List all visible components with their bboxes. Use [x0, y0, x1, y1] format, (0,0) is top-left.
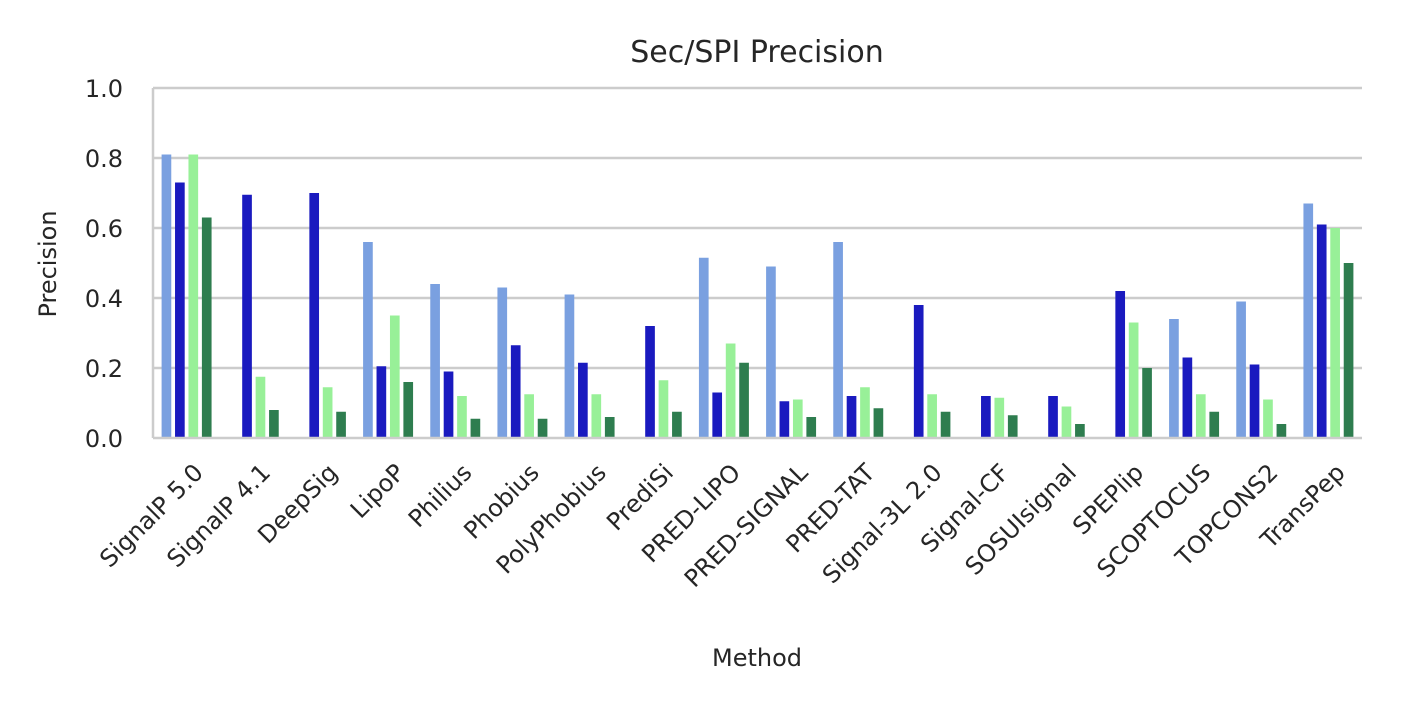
bar-signalp-4-1-series-2 [242, 194, 252, 438]
y-tick-label: 0.8 [85, 145, 123, 173]
bar-scoptocus-series-4 [1209, 411, 1220, 438]
bar-lipop-series-2 [376, 366, 387, 438]
y-tick-labels: 0.0 0.2 0.4 0.6 0.8 1.0 [85, 75, 123, 453]
bar-topcons2-series-4 [1276, 424, 1287, 438]
bar-pred-signal-series-1 [766, 266, 776, 438]
bar-signalp-5-0-series-3 [188, 154, 199, 438]
bar-pred-signal-series-3 [792, 399, 803, 438]
bars-layer [161, 154, 1354, 438]
bar-polyphobius-series-2 [578, 362, 588, 438]
bar-philius-series-1 [430, 284, 440, 438]
bar-lipop-series-1 [363, 242, 373, 438]
bar-pred-lipo-series-1 [698, 257, 709, 438]
bar-sosuisignal-series-4 [1075, 424, 1085, 438]
bar-speplip-series-3 [1128, 322, 1139, 438]
bar-signal-3l-2-0-series-4 [940, 411, 951, 438]
bar-signal-3l-2-0-series-2 [913, 305, 924, 438]
bar-pred-tat-series-2 [846, 396, 857, 438]
bar-signalp-5-0-series-4 [201, 217, 212, 438]
bar-philius-series-4 [470, 418, 481, 438]
axis-layer [151, 88, 1362, 440]
y-tick-label: 0.4 [85, 285, 123, 313]
bar-signal-cf-series-3 [994, 397, 1005, 438]
bar-scoptocus-series-1 [1169, 319, 1179, 438]
bar-transpep-series-3 [1330, 228, 1340, 438]
y-axis-title: Precision [34, 210, 62, 317]
bar-signalp-5-0-series-2 [175, 182, 185, 438]
bar-polyphobius-series-3 [591, 394, 602, 438]
bar-signalp-5-0-series-1 [161, 154, 172, 438]
bar-pred-tat-series-1 [833, 242, 843, 438]
bar-pred-lipo-series-2 [712, 392, 723, 438]
x-tick-label: LipoP [345, 458, 410, 523]
bar-scoptocus-series-3 [1195, 394, 1206, 438]
x-axis-title: Method [712, 644, 802, 672]
bar-lipop-series-3 [389, 315, 400, 438]
bar-pred-signal-series-4 [806, 417, 817, 438]
bar-pred-lipo-series-4 [739, 362, 749, 438]
bar-speplip-series-2 [1115, 291, 1126, 438]
bar-signalp-4-1-series-3 [255, 376, 266, 438]
bar-signal-cf-series-2 [981, 396, 991, 438]
y-tick-label: 0.0 [85, 425, 123, 453]
bar-phobius-series-2 [510, 345, 521, 438]
y-tick-label: 0.6 [85, 215, 123, 243]
x-tick-label: Signal-3L 2.0 [817, 458, 948, 589]
bar-predisi-series-4 [672, 411, 682, 438]
bar-deepsig-series-3 [322, 387, 333, 438]
bar-philius-series-2 [443, 371, 454, 438]
y-tick-label: 1.0 [85, 75, 123, 103]
bar-phobius-series-4 [537, 418, 548, 438]
bar-phobius-series-1 [497, 287, 508, 438]
chart-title: Sec/SPI Precision [630, 35, 883, 70]
bar-deepsig-series-4 [336, 411, 346, 438]
bar-polyphobius-series-4 [604, 417, 615, 438]
bar-signal-3l-2-0-series-3 [927, 394, 937, 438]
bar-predisi-series-2 [645, 326, 655, 438]
bar-pred-tat-series-3 [860, 387, 870, 438]
bar-sosuisignal-series-3 [1061, 406, 1072, 438]
y-tick-label: 0.2 [85, 355, 123, 383]
grid-layer [153, 86, 1362, 370]
bar-scoptocus-series-2 [1182, 357, 1193, 438]
bar-topcons2-series-1 [1236, 301, 1246, 438]
bar-transpep-series-2 [1316, 224, 1327, 438]
bar-philius-series-3 [457, 396, 467, 438]
bar-pred-lipo-series-3 [725, 343, 736, 438]
bar-pred-tat-series-4 [873, 408, 884, 438]
bar-signal-cf-series-4 [1007, 415, 1018, 438]
bar-topcons2-series-2 [1249, 364, 1260, 438]
bar-speplip-series-4 [1142, 368, 1152, 438]
bar-transpep-series-1 [1303, 203, 1314, 438]
bar-sosuisignal-series-2 [1048, 396, 1058, 438]
bar-transpep-series-4 [1343, 263, 1354, 438]
bar-lipop-series-4 [403, 382, 414, 438]
bar-deepsig-series-2 [309, 193, 320, 438]
bar-signalp-4-1-series-4 [269, 410, 279, 438]
bar-pred-signal-series-2 [779, 401, 790, 438]
bar-predisi-series-3 [658, 380, 669, 438]
bar-polyphobius-series-1 [564, 294, 575, 438]
bar-topcons2-series-3 [1263, 399, 1273, 438]
bar-phobius-series-3 [524, 394, 534, 438]
